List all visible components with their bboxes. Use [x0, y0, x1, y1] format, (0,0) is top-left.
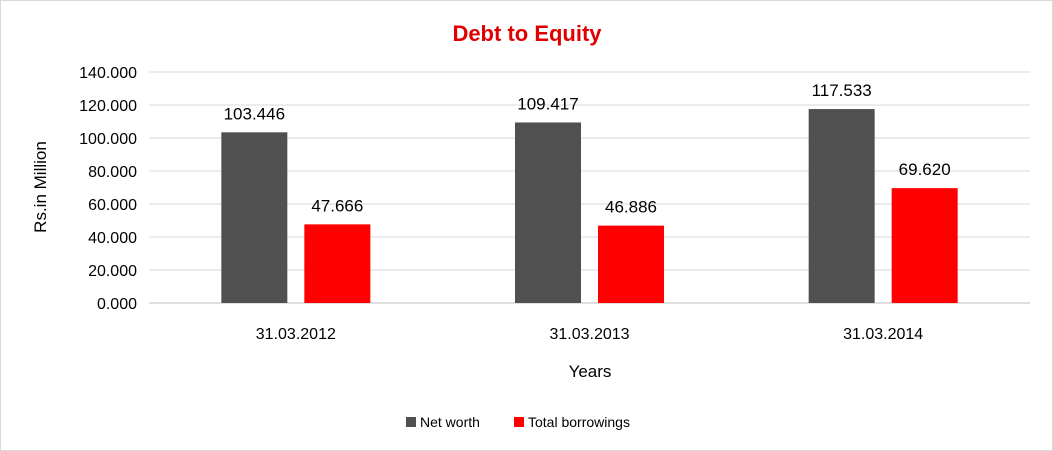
- data-label: 109.417: [517, 94, 578, 113]
- bars: [221, 109, 958, 304]
- data-label: 117.533: [812, 81, 872, 100]
- x-category-label: 31.03.2014: [843, 326, 923, 343]
- x-category-label: 31.03.2013: [549, 326, 629, 343]
- gridlines: [149, 71, 1030, 304]
- bar-total-borrowings: [598, 225, 664, 303]
- legend-swatch: [406, 417, 416, 427]
- legend-label: Total borrowings: [528, 414, 630, 430]
- y-axis-ticks: 0.000 20.000 40.000 60.000 80.000 100.000 120.…: [79, 65, 137, 313]
- y-tick-label: 80.000: [88, 164, 137, 181]
- data-label: 69.620: [899, 160, 951, 179]
- y-tick-label: 100.000: [79, 131, 137, 148]
- x-axis-title: Years: [569, 362, 612, 381]
- y-tick-label: 140.000: [79, 65, 137, 82]
- y-axis-title: Rs.in Million: [31, 141, 50, 233]
- x-category-label: 31.03.2012: [256, 326, 336, 343]
- data-label: 103.446: [224, 104, 285, 123]
- y-tick-label: 0.000: [97, 296, 137, 313]
- bar-net-worth: [515, 122, 581, 304]
- bar-net-worth: [808, 109, 875, 303]
- legend-swatch: [514, 417, 524, 427]
- bar-net-worth: [221, 132, 288, 303]
- y-tick-label: 20.000: [88, 263, 137, 280]
- y-tick-label: 40.000: [88, 230, 137, 247]
- data-label: 46.886: [605, 198, 657, 217]
- bar-total-borrowings: [891, 188, 958, 303]
- x-axis-categories: 31.03.2012 31.03.2013 31.03.2014: [256, 326, 924, 343]
- bar-total-borrowings: [304, 224, 371, 303]
- data-labels: 103.446 47.666 109.417 46.886 117.533 69.620: [224, 81, 951, 217]
- y-tick-label: 60.000: [88, 197, 137, 214]
- y-tick-label: 120.000: [79, 98, 137, 115]
- data-label: 47.666: [311, 196, 363, 215]
- legend-label: Net worth: [420, 414, 480, 430]
- chart-title: Debt to Equity: [452, 21, 602, 46]
- legend: Net worth Total borrowings: [406, 414, 630, 430]
